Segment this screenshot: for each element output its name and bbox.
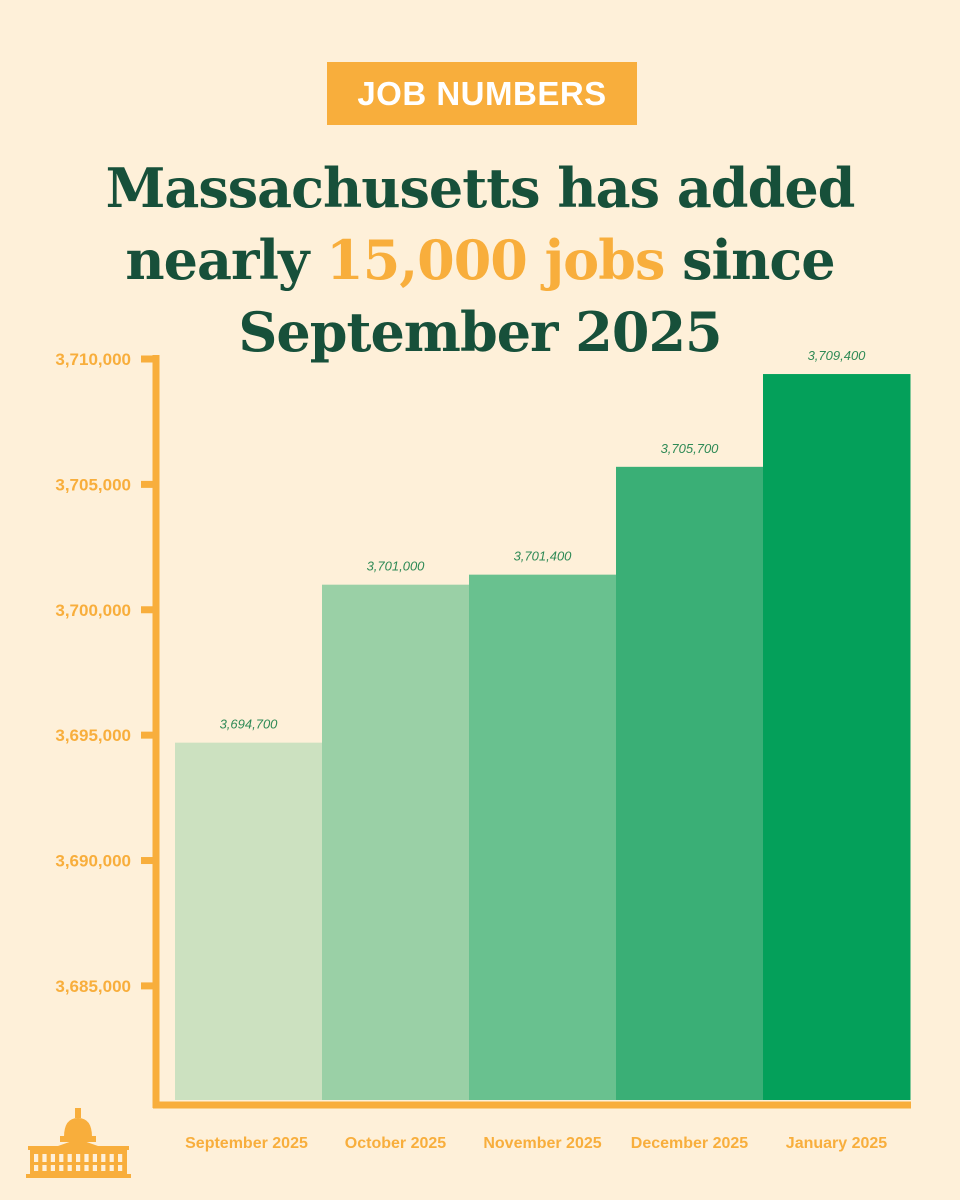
logo-window: [109, 1154, 114, 1162]
logo-window: [67, 1154, 72, 1162]
logo-dome: [64, 1118, 92, 1137]
logo-window: [109, 1165, 114, 1171]
logo-window: [76, 1165, 81, 1171]
x-tick-label: September 2025: [185, 1135, 308, 1152]
logo-roof: [28, 1146, 129, 1150]
title-line-3: September 2025: [238, 300, 722, 364]
logo-window: [34, 1165, 39, 1171]
logo-window: [59, 1165, 64, 1171]
data-label: 3,694,700: [220, 717, 279, 732]
title-line-2: nearly 15,000 jobs since: [0, 224, 960, 296]
logo-window: [101, 1154, 106, 1162]
x-tick-label: December 2025: [631, 1135, 749, 1152]
data-label: 3,701,400: [514, 549, 573, 564]
x-labels-group: September 2025 October 2025 November 2025 D…: [185, 1135, 887, 1152]
bar: [469, 574, 617, 1100]
y-ticks-group: 3,685,000 3,690,000 3,695,000 3,700,000 3,70…: [55, 350, 156, 996]
x-tick-label: October 2025: [345, 1135, 446, 1152]
state-house-icon: [26, 1108, 131, 1178]
logo-window: [42, 1165, 47, 1171]
y-tick-label: 3,700,000: [55, 601, 131, 620]
logo-window: [92, 1154, 97, 1162]
bars-group: [175, 374, 911, 1101]
bar: [322, 584, 470, 1100]
logo-window: [101, 1165, 106, 1171]
logo-base: [26, 1174, 131, 1178]
page-title: Massachusetts has added nearly 15,000 jo…: [0, 152, 960, 368]
bar: [175, 742, 323, 1100]
bar: [616, 466, 764, 1101]
x-tick-label: November 2025: [483, 1135, 601, 1152]
logo-window: [76, 1154, 81, 1162]
logo-window: [84, 1154, 89, 1162]
logo-window: [34, 1154, 39, 1162]
y-tick-label: 3,690,000: [55, 852, 131, 871]
y-tick-label: 3,695,000: [55, 726, 131, 745]
data-label: 3,709,400: [808, 348, 867, 363]
y-tick-label: 3,705,000: [55, 475, 131, 494]
title-line-2-start: nearly: [125, 228, 327, 292]
x-tick-label: January 2025: [786, 1135, 888, 1152]
title-line-2-end: since: [664, 228, 835, 292]
bar: [763, 374, 911, 1101]
y-tick-label: 3,685,000: [55, 977, 131, 996]
data-label: 3,701,000: [367, 559, 426, 574]
title-line-1: Massachusetts has added: [105, 156, 856, 220]
logo-window: [92, 1165, 97, 1171]
logo-window: [118, 1154, 123, 1162]
y-tick-label: 3,710,000: [55, 350, 131, 369]
data-label: 3,705,700: [661, 441, 720, 456]
logo-window: [59, 1154, 64, 1162]
section-badge: JOB NUMBERS: [327, 62, 637, 125]
logo-window: [42, 1154, 47, 1162]
logo-window: [84, 1165, 89, 1171]
logo-window: [50, 1154, 55, 1162]
data-labels-group: 3,694,700 3,701,000 3,701,400 3,705,700 3,70…: [220, 348, 867, 732]
logo-lantern: [75, 1108, 81, 1118]
logo-window: [118, 1165, 123, 1171]
logo-pediment: [58, 1139, 98, 1146]
logo-window: [50, 1165, 55, 1171]
logo-window: [67, 1165, 72, 1171]
title-highlight: 15,000 jobs: [326, 228, 665, 292]
